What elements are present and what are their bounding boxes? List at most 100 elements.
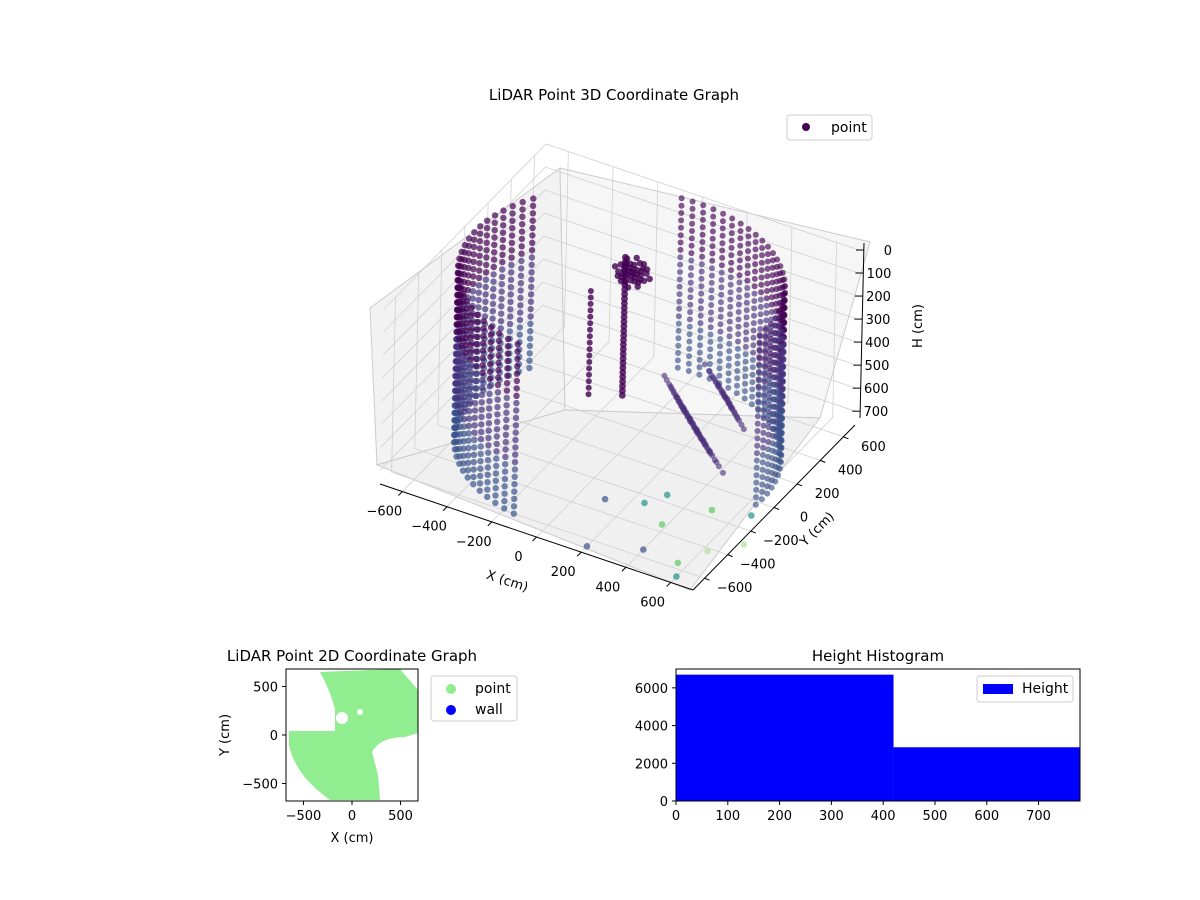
wall-point-3d [495, 374, 502, 381]
legend-2d-label-point: point [475, 681, 511, 697]
wall-point-3d [699, 231, 706, 238]
wall-point-3d [485, 412, 493, 420]
wall-point-3d [737, 220, 744, 227]
wall-point-3d [507, 313, 514, 320]
wall-point-3d [745, 240, 752, 247]
wall-point-3d [503, 394, 510, 402]
tick-label-h-3d: 300 [866, 313, 891, 328]
tick-label-x-3d: −200 [456, 535, 492, 550]
grid-line-x [670, 242, 838, 583]
wall-point-3d [752, 239, 759, 246]
wall-point-3d [742, 351, 749, 358]
tick-label-y-histogram: 4000 [635, 720, 668, 735]
tick-x-3d [487, 521, 493, 527]
wall-point-3d [737, 235, 744, 242]
wall-point-3d [517, 272, 525, 279]
wall-point-3d [497, 325, 504, 332]
wall-point-3d [470, 273, 477, 280]
wall-point-3d [474, 311, 481, 318]
wall-point-3d [742, 380, 749, 387]
tick-x-3d [666, 582, 671, 587]
wall-point-3d [473, 333, 480, 341]
wall-point-3d [735, 309, 742, 315]
wall-point-3d [762, 361, 769, 368]
wall-point-3d [475, 289, 482, 296]
wall-point-3d [483, 232, 491, 239]
wall-point-3d [749, 364, 756, 371]
wall-point-3d [736, 279, 743, 286]
wall-point-3d [470, 236, 478, 243]
wall-point-3d [499, 258, 506, 266]
wall-point-3d [744, 262, 751, 269]
wall-point-3d [486, 390, 493, 397]
wall-point-3d [503, 416, 510, 424]
wall-point-3d [501, 490, 508, 497]
wall-point-3d [698, 268, 705, 275]
wall-point-3d [477, 458, 484, 465]
wall-point-3d [511, 466, 519, 473]
wall-point-3d [688, 264, 695, 271]
wall-point-3d [766, 412, 773, 419]
wall-point-3d [768, 331, 775, 338]
wall-point-3d [498, 281, 505, 288]
wall-point-3d [467, 349, 474, 356]
wall-point-3d [467, 334, 475, 341]
wall-point-3d [756, 362, 763, 369]
tick-y-3d [773, 507, 780, 510]
wall-point-3d [709, 257, 716, 264]
wall-point-3d [491, 227, 498, 234]
wall-point-3d [502, 453, 509, 461]
wall-point-3d [462, 356, 469, 364]
wall-point-3d [728, 267, 734, 274]
wall-point-3d [454, 262, 462, 269]
grid-line-y [414, 273, 728, 556]
wall-point-3d [709, 243, 716, 250]
wall-point-3d [495, 352, 502, 359]
wall-point-3d [527, 291, 535, 298]
wall-point-3d [736, 294, 742, 301]
tick-label-h-3d: 600 [864, 382, 889, 397]
wall-point-3d [743, 314, 750, 321]
wall-point-3d [518, 257, 525, 265]
wall-point-3d [506, 328, 514, 335]
wall-point-3d [472, 392, 479, 399]
mass-point-3d [719, 389, 725, 396]
wall-point-3d [735, 331, 742, 338]
wall-point-3d [492, 477, 499, 484]
wall-point-3d [484, 217, 491, 224]
wall-point-3d [460, 460, 467, 467]
pillar-point-3d [585, 378, 592, 385]
outlier-point-3d [658, 521, 666, 528]
wall-point-3d [464, 459, 472, 466]
wall-point-3d [471, 407, 479, 414]
wall-point-3d [736, 257, 743, 264]
wall-point-3d [484, 486, 491, 493]
wall-point-3d [471, 422, 478, 429]
wall-point-3d [754, 442, 761, 449]
wall-point-3d [710, 221, 717, 227]
wall-point-3d [513, 392, 520, 399]
tick-label-y-3d: 0 [800, 511, 808, 526]
tick-y-3d [843, 436, 849, 440]
plot-3d: LiDAR Point 3D Coordinate Graph −600 −400… [366, 86, 926, 610]
wall-point-3d [675, 327, 682, 334]
wall-point-3d [717, 328, 724, 335]
tick-label-y-3d: 600 [861, 440, 886, 455]
wall-point-3d [760, 444, 767, 451]
wall-point-3d [677, 261, 684, 268]
wall-point-3d [758, 274, 765, 281]
wall-point-3d [707, 316, 714, 323]
wall-point-3d [685, 368, 692, 374]
wall-point-3d [777, 445, 784, 452]
wall-point-3d [709, 250, 716, 257]
wall-point-3d [707, 338, 714, 345]
legend-3d-box [786, 114, 873, 141]
wall-point-3d [686, 338, 693, 345]
wall-point-3d [735, 323, 742, 330]
wall-point-3d [461, 408, 468, 415]
wall-point-3d [480, 332, 487, 340]
tick-label-x-histogram: 500 [923, 809, 948, 824]
wall-point-3d [498, 295, 505, 303]
wall-point-3d [479, 377, 486, 384]
